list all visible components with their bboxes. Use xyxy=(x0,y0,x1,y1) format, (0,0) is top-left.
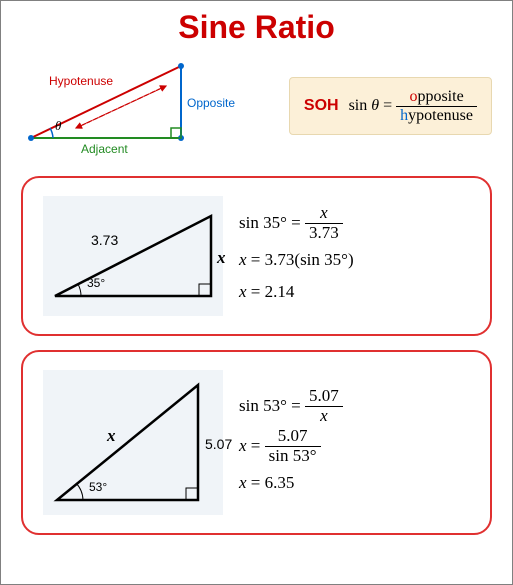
adjacent-label: Adjacent xyxy=(81,142,128,156)
ex2-l3-rhs: 6.35 xyxy=(265,468,295,499)
example-2-triangle: x 5.07 53° xyxy=(43,370,223,515)
ex1-l2-lhs: x xyxy=(239,245,247,276)
ex2-x-label: x xyxy=(107,426,116,446)
example-1-work: sin 35° = x 3.73 x = 3.73 (sin 35°) x = … xyxy=(229,202,354,310)
ex2-line1: sin 53° = 5.07 x xyxy=(239,387,343,425)
ex2-l2-num: 5.07 xyxy=(265,427,321,447)
ex2-l1-lhs: sin 53° xyxy=(239,391,287,422)
hypotenuse-label: Hypotenuse xyxy=(49,74,113,88)
opposite-label: Opposite xyxy=(187,96,235,110)
ex1-l1-lhs: sin 35° xyxy=(239,208,287,239)
ex1-l2-a: 3.73 xyxy=(265,245,295,276)
ex1-l1-den: 3.73 xyxy=(305,224,343,243)
page-title: Sine Ratio xyxy=(17,9,496,46)
ex1-hyp-label: 3.73 xyxy=(91,232,118,248)
example-1: 3.73 x 35° sin 35° = x 3.73 x = 3.73 (si… xyxy=(21,176,492,336)
ex1-line3: x = 2.14 xyxy=(239,277,354,308)
ex2-l1-num: 5.07 xyxy=(305,387,343,407)
ex1-line1: sin 35° = x 3.73 xyxy=(239,204,354,242)
formula-expression: sin θ = opposite hypotenuse xyxy=(349,88,477,124)
mnemonic: SOH xyxy=(304,97,339,115)
ex1-angle-label: 35° xyxy=(87,276,105,290)
example-2-svg xyxy=(43,370,223,515)
sin-func: sin xyxy=(349,97,368,114)
reference-triangle: Hypotenuse Opposite Adjacent θ xyxy=(21,56,221,156)
formula-box: SOH sin θ = opposite hypotenuse xyxy=(289,77,492,135)
example-1-triangle: 3.73 x 35° xyxy=(43,196,223,316)
example-2: x 5.07 53° sin 53° = 5.07 x x = 5.07 sin… xyxy=(21,350,492,535)
ex1-l1-num: x xyxy=(305,204,343,224)
ex1-l3-rhs: 2.14 xyxy=(265,277,295,308)
ex2-line3: x = 6.35 xyxy=(239,468,343,499)
den-rest: ypotenuse xyxy=(408,107,473,124)
ex1-x-label: x xyxy=(217,248,226,268)
ex2-l3-lhs: x xyxy=(239,468,247,499)
ex1-l3-lhs: x xyxy=(239,277,247,308)
example-2-work: sin 53° = 5.07 x x = 5.07 sin 53° x = 6.… xyxy=(229,385,343,500)
example-1-svg xyxy=(43,196,223,316)
ex2-opp-label: 5.07 xyxy=(205,436,232,452)
reference-section: Hypotenuse Opposite Adjacent θ SOH sin θ… xyxy=(17,56,496,156)
ex2-l1-den: x xyxy=(305,407,343,426)
den-hl: h xyxy=(400,107,408,124)
theta-label: θ xyxy=(55,118,61,134)
formula-fraction: opposite hypotenuse xyxy=(396,88,477,124)
ex2-l2-lhs: x xyxy=(239,431,247,462)
ex1-line2: x = 3.73 (sin 35°) xyxy=(239,245,354,276)
ex2-angle-label: 53° xyxy=(89,480,107,494)
ex2-line2: x = 5.07 sin 53° xyxy=(239,427,343,465)
num-rest: pposite xyxy=(417,88,463,105)
theta-arg: θ xyxy=(371,97,379,114)
ex2-l2-den: sin 53° xyxy=(265,447,321,466)
ex1-l2-b: sin 35° xyxy=(300,245,348,276)
